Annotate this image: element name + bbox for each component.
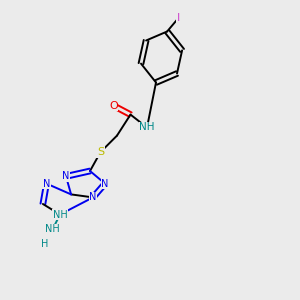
Text: H: H <box>41 238 48 249</box>
Text: S: S <box>97 147 104 157</box>
Text: NH: NH <box>45 224 60 235</box>
Text: N: N <box>43 178 50 189</box>
Text: NH: NH <box>52 209 68 220</box>
Text: I: I <box>177 13 180 23</box>
Text: N: N <box>101 178 109 189</box>
Text: NH: NH <box>139 122 155 133</box>
Text: O: O <box>109 100 118 111</box>
Text: N: N <box>62 171 70 182</box>
Text: N: N <box>89 192 97 203</box>
